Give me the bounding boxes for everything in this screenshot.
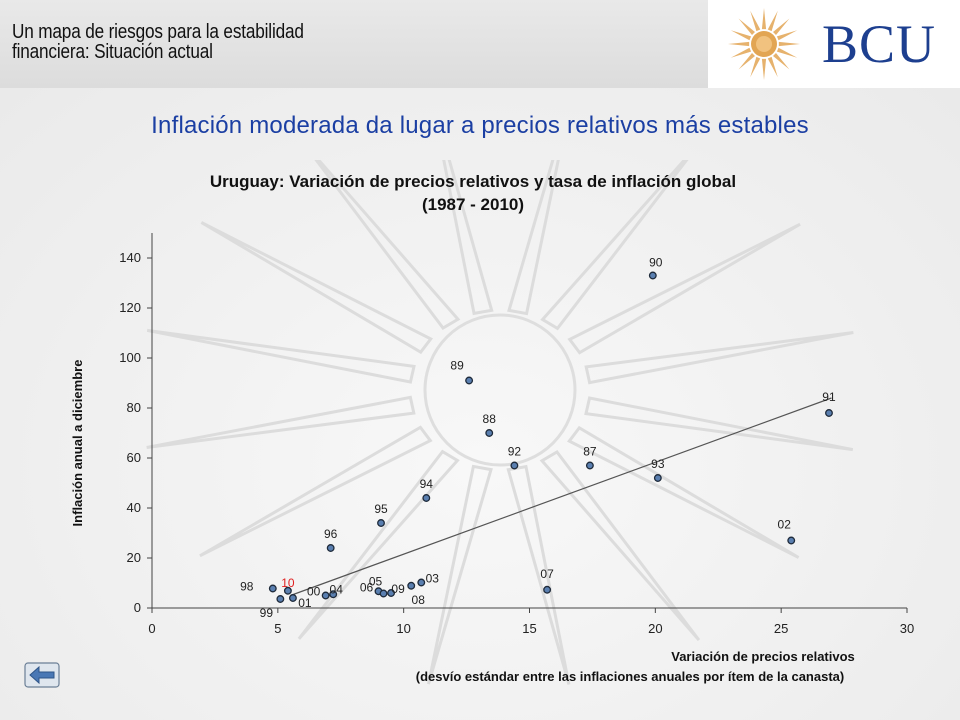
- data-point: [825, 409, 833, 417]
- data-label: 93: [651, 457, 665, 471]
- slide-headline: Inflación moderada da lugar a precios re…: [151, 112, 809, 139]
- data-label: 91: [822, 390, 836, 404]
- y-tick-label: 80: [127, 400, 141, 415]
- header-title-area: [0, 0, 708, 88]
- data-label: 90: [649, 256, 663, 270]
- data-point: [543, 585, 552, 594]
- data-point: [422, 494, 431, 502]
- data-label: 03: [426, 572, 440, 586]
- data-point: [321, 591, 330, 600]
- trendline-line: [290, 397, 832, 597]
- slide-title-line2: financiera: Situación actual: [12, 41, 213, 63]
- data-label: 89: [450, 359, 464, 373]
- back-button[interactable]: [24, 662, 60, 688]
- data-point: [387, 589, 396, 597]
- data-label: 88: [483, 412, 497, 426]
- y-tick-label: 60: [127, 450, 141, 465]
- x-axis-label-line2: (desvío estándar entre las inflaciones a…: [416, 669, 844, 684]
- x-tick-label: 25: [774, 621, 788, 636]
- trendline: [290, 397, 832, 597]
- x-tick-label: 0: [148, 621, 155, 636]
- data-point: [648, 271, 657, 280]
- x-tick-label: 10: [396, 621, 410, 636]
- sun-icon: [728, 8, 800, 80]
- y-tick-label: 40: [127, 500, 141, 515]
- data-point: [485, 429, 494, 437]
- data-label: 95: [374, 502, 388, 516]
- x-tick-label: 5: [274, 621, 281, 636]
- chart-title-line1: Uruguay: Variación de precios relativos …: [210, 172, 736, 191]
- slide-title: Un mapa de riesgos para la estabilidad f…: [12, 22, 339, 62]
- data-point: [329, 590, 338, 599]
- scatter-chart: Uruguay: Variación de precios relativos …: [70, 160, 914, 685]
- data-label: 10: [281, 576, 295, 590]
- left-arrow-icon: [24, 662, 60, 688]
- data-label: 99: [260, 606, 274, 620]
- data-label: 09: [391, 582, 405, 596]
- y-tick-label: 0: [134, 600, 141, 615]
- chart-title-line2: (1987 - 2010): [422, 195, 524, 214]
- data-label: 01: [298, 596, 312, 610]
- data-label: 94: [420, 477, 434, 491]
- data-point: [268, 584, 277, 593]
- x-tick-label: 15: [522, 621, 536, 636]
- data-label: 98: [240, 580, 254, 594]
- y-tick-label: 20: [127, 550, 141, 565]
- data-label: 04: [330, 582, 344, 596]
- data-point: [283, 586, 292, 595]
- data-point: [510, 461, 519, 470]
- data-label: 92: [508, 445, 522, 459]
- data-label: 05: [369, 574, 383, 588]
- data-point: [379, 589, 388, 598]
- data-label: 00: [307, 585, 321, 599]
- data-label: 06: [360, 581, 374, 595]
- data-point: [787, 536, 796, 545]
- x-tick-label: 20: [648, 621, 662, 636]
- y-tick-label: 100: [119, 350, 141, 365]
- data-point: [465, 376, 474, 385]
- data-point: [326, 544, 335, 552]
- data-point: [276, 595, 285, 603]
- data-label: 08: [412, 593, 426, 607]
- y-tick-label: 120: [119, 300, 141, 315]
- data-label: 96: [324, 527, 338, 541]
- data-label: 87: [583, 445, 597, 459]
- data-point: [585, 461, 594, 470]
- slide-title-line1: Un mapa de riesgos para la estabilidad: [12, 21, 304, 43]
- data-point: [377, 519, 385, 527]
- data-point: [417, 578, 426, 587]
- data-point: [288, 594, 297, 602]
- y-tick-label: 140: [119, 250, 141, 265]
- watermark-sun: [146, 160, 854, 685]
- y-axis-label: Inflación anual a diciembre: [70, 360, 85, 527]
- content-background: [0, 88, 960, 720]
- data-point: [407, 581, 416, 590]
- data-label: 07: [540, 567, 554, 581]
- x-tick-label: 30: [900, 621, 914, 636]
- x-axis-label-line1: Variación de precios relativos: [671, 649, 855, 664]
- data-label: 02: [778, 518, 792, 532]
- data-point: [653, 474, 662, 482]
- bcu-logo: [728, 8, 800, 80]
- bcu-logo-text: BCU: [822, 14, 937, 74]
